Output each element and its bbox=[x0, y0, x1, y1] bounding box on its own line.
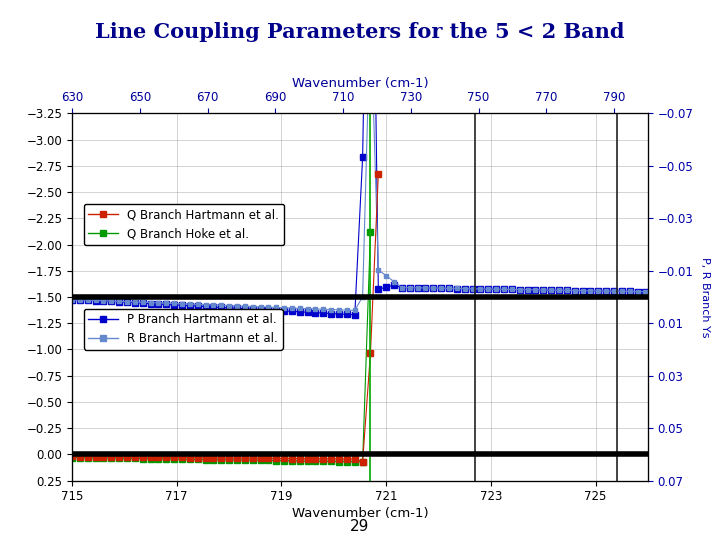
Line: Q Branch Hartmann et al.: Q Branch Hartmann et al. bbox=[69, 172, 381, 464]
P Branch Hartmann et al. bbox=[562, 287, 571, 294]
P Branch Hartmann et al. bbox=[523, 287, 532, 293]
Y-axis label: P, R Branch Ys: P, R Branch Ys bbox=[701, 256, 710, 338]
R Branch Hartmann et al. bbox=[562, 287, 571, 294]
P Branch Hartmann et al. bbox=[546, 287, 555, 293]
R Branch Hartmann et al. bbox=[539, 287, 548, 293]
P Branch Hartmann et al. bbox=[114, 299, 123, 305]
R Branch Hartmann et al. bbox=[546, 287, 555, 293]
Q Branch Hartmann et al. bbox=[114, 454, 123, 460]
Q Branch Hartmann et al. bbox=[68, 453, 76, 460]
P Branch Hartmann et al. bbox=[351, 312, 359, 318]
X-axis label: Wavenumber (cm-1): Wavenumber (cm-1) bbox=[292, 508, 428, 521]
P Branch Hartmann et al. bbox=[68, 297, 76, 303]
Line: P Branch Hartmann et al.: P Branch Hartmann et al. bbox=[69, 0, 656, 318]
Q Branch Hoke et al. bbox=[68, 454, 76, 461]
R Branch Hartmann et al. bbox=[68, 297, 76, 303]
Legend: P Branch Hartmann et al., R Branch Hartmann et al.: P Branch Hartmann et al., R Branch Hartm… bbox=[84, 308, 283, 350]
Q Branch Hoke et al. bbox=[114, 455, 123, 462]
R Branch Hartmann et al. bbox=[366, 6, 375, 12]
Line: Q Branch Hoke et al.: Q Branch Hoke et al. bbox=[69, 229, 373, 464]
P Branch Hartmann et al. bbox=[649, 286, 657, 293]
R Branch Hartmann et al. bbox=[602, 288, 611, 294]
Text: 29: 29 bbox=[351, 519, 369, 534]
R Branch Hartmann et al. bbox=[114, 298, 123, 305]
Line: R Branch Hartmann et al.: R Branch Hartmann et al. bbox=[70, 7, 655, 313]
R Branch Hartmann et al. bbox=[351, 307, 359, 314]
P Branch Hartmann et al. bbox=[602, 288, 611, 294]
R Branch Hartmann et al. bbox=[649, 286, 657, 293]
Text: Line Coupling Parameters for the 5 < 2 Band: Line Coupling Parameters for the 5 < 2 B… bbox=[95, 22, 625, 43]
R Branch Hartmann et al. bbox=[523, 286, 532, 293]
X-axis label: Wavenumber (cm-1): Wavenumber (cm-1) bbox=[292, 77, 428, 90]
P Branch Hartmann et al. bbox=[539, 287, 548, 293]
